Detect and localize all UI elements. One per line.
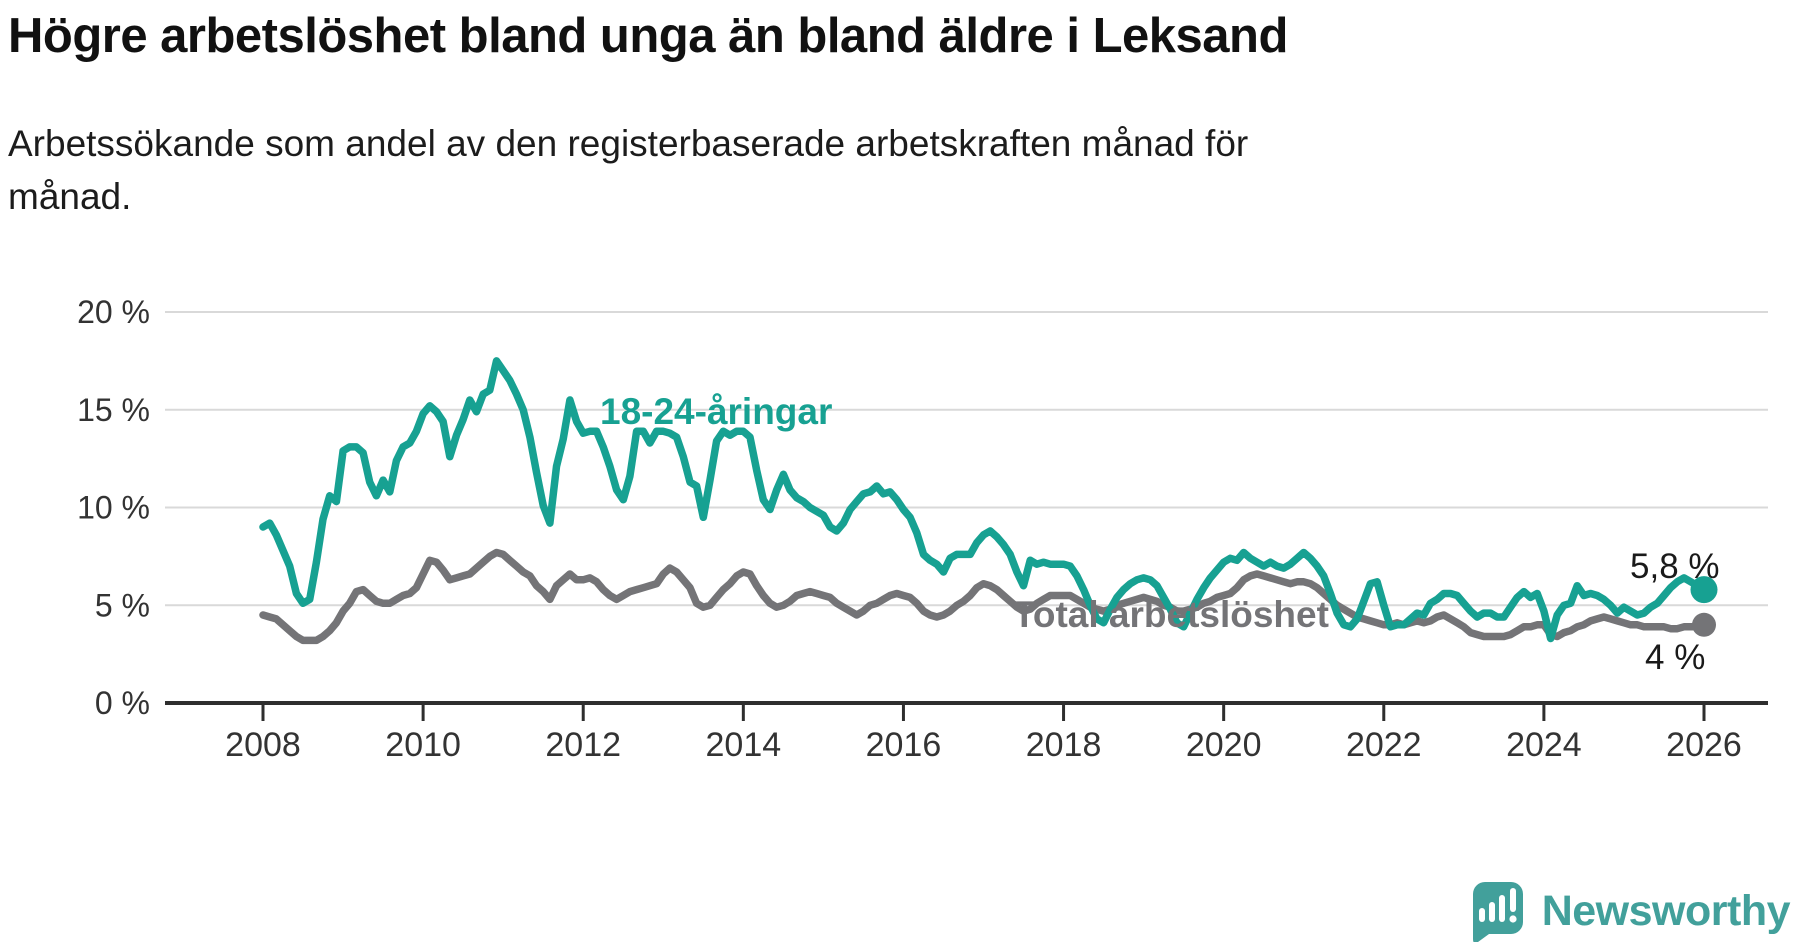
- x-tick-label: 2014: [706, 726, 782, 764]
- x-tick-label: 2012: [545, 726, 621, 764]
- newsworthy-logo: Newsworthy: [1470, 880, 1791, 942]
- series-label-youth: 18-24-åringar: [600, 391, 832, 432]
- series-end-dot: [1690, 576, 1718, 604]
- subtitle-line-2: månad.: [8, 175, 132, 217]
- x-tick-label: 2026: [1666, 726, 1742, 764]
- x-tick-label: 2018: [1026, 726, 1102, 764]
- y-tick-label: 5 %: [95, 587, 150, 623]
- x-tick-label: 2010: [385, 726, 461, 764]
- x-tick-label: 2022: [1346, 726, 1422, 764]
- x-tick-label: 2016: [866, 726, 942, 764]
- y-tick-label: 20 %: [77, 294, 150, 330]
- chart-subtitle: Arbetssökande som andel av den registerb…: [8, 118, 1568, 223]
- x-tick-label: 2024: [1506, 726, 1582, 764]
- y-tick-label: 10 %: [77, 490, 150, 526]
- series-label-total: Total arbetslöshet: [1013, 594, 1329, 635]
- x-tick-label: 2008: [225, 726, 301, 764]
- y-tick-label: 0 %: [95, 685, 150, 721]
- end-label-youth: 5,8 %: [1630, 547, 1720, 586]
- series-line-youth: [259, 357, 1708, 643]
- page-title: Högre arbetslöshet bland unga än bland ä…: [8, 9, 1288, 63]
- brand-name: Newsworthy: [1541, 886, 1791, 935]
- series-line-total: [259, 548, 1708, 645]
- end-label-total: 4 %: [1645, 638, 1705, 677]
- series-end-dot: [1692, 612, 1716, 637]
- y-tick-label: 15 %: [77, 392, 150, 428]
- subtitle-line-1: Arbetssökande som andel av den registerb…: [8, 123, 1249, 164]
- newsworthy-pin-barchart-icon: [1472, 882, 1523, 942]
- x-tick-label: 2020: [1186, 726, 1262, 764]
